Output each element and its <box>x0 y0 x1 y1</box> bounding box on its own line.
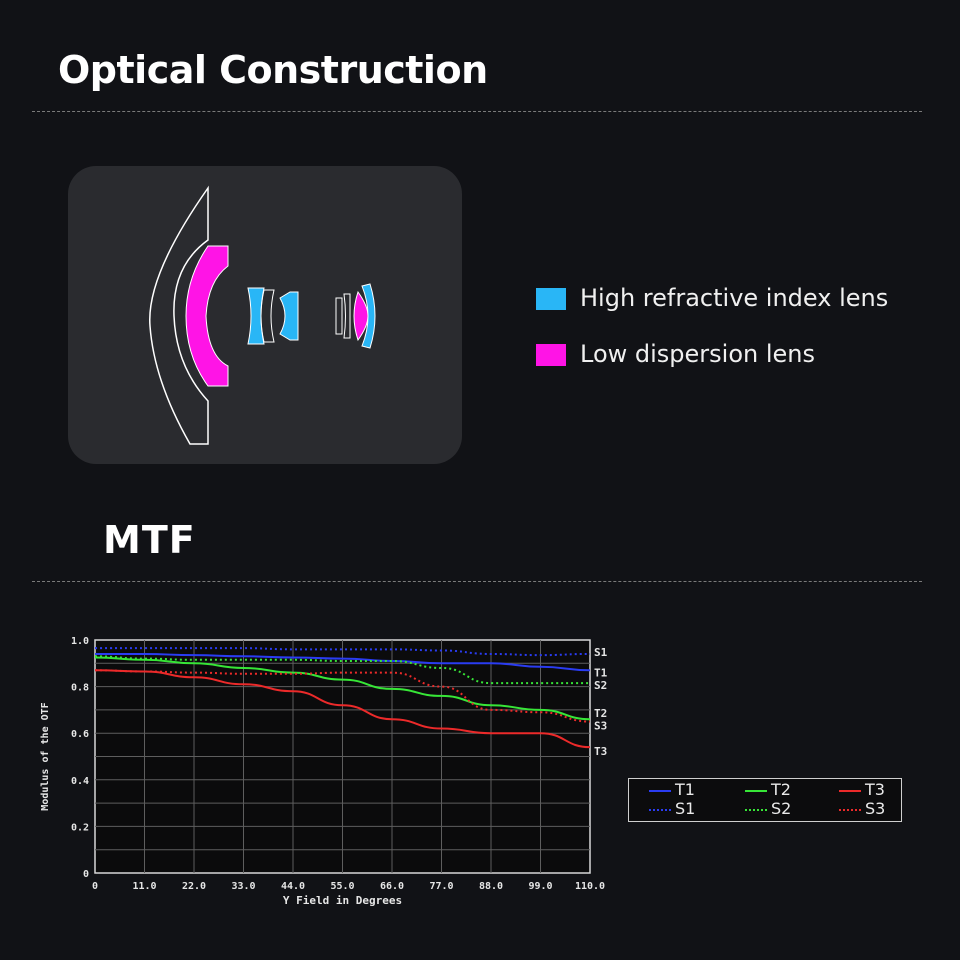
x-tick-label: 77.0 <box>429 881 453 892</box>
low-dispersion-label: Low dispersion lens <box>580 340 816 368</box>
series-end-label-s1: S1 <box>594 646 608 659</box>
x-tick-label: 0 <box>92 881 98 892</box>
legend-label-s2: S2 <box>771 799 792 818</box>
mtf-title: MTF <box>103 518 196 562</box>
low-dispersion-rear-element <box>353 290 369 342</box>
series-end-label-t2: T2 <box>594 707 607 720</box>
legend-label-s1: S1 <box>675 799 696 818</box>
y-axis-label: Modulus of the OTF <box>40 702 51 810</box>
x-tick-label: 33.0 <box>231 881 255 892</box>
section-divider <box>32 111 922 112</box>
y-tick-label: 0 <box>83 869 89 880</box>
legend-label-s3: S3 <box>865 799 886 818</box>
series-line-t2 <box>94 656 591 721</box>
x-tick-label: 88.0 <box>479 881 503 892</box>
series-line-t3 <box>94 669 591 749</box>
x-tick-label: 44.0 <box>281 881 305 892</box>
high-refractive-swatch <box>536 288 566 310</box>
x-tick-label: 66.0 <box>380 881 404 892</box>
x-tick-label: 99.0 <box>528 881 552 892</box>
high-refractive-label: High refractive index lens <box>580 284 889 312</box>
series-end-label-t3: T3 <box>594 745 607 758</box>
legend-label-t3: T3 <box>865 780 885 799</box>
y-tick-label: 1.0 <box>71 636 89 647</box>
series-end-label-s2: S2 <box>594 679 607 692</box>
optical-construction-title: Optical Construction <box>58 48 488 92</box>
x-axis-label: Y Field in Degrees <box>283 894 402 907</box>
legend-label-t2: T2 <box>771 780 791 799</box>
y-tick-label: 0.6 <box>71 729 89 740</box>
section-divider <box>32 581 922 582</box>
front-meniscus-element <box>149 185 209 445</box>
legend-line-s3 <box>839 809 861 811</box>
mtf-chart: 0 11.0 22.0 33.0 44.0 55.0 66.0 77.0 88.0 99.0 110… <box>40 636 608 907</box>
small-element-2 <box>343 293 351 339</box>
legend-line-s2 <box>745 809 767 811</box>
legend-label-t1: T1 <box>675 780 695 799</box>
y-tick-label: 0.2 <box>71 822 89 833</box>
series-line-s2 <box>94 655 590 685</box>
y-tick-label: 0.8 <box>71 683 89 694</box>
legend-line-s1 <box>649 809 671 811</box>
high-index-element-1 <box>247 287 265 345</box>
legend-line-t2 <box>745 790 767 792</box>
y-tick-label: 0.4 <box>71 776 89 787</box>
x-tick-label: 22.0 <box>182 881 206 892</box>
series-end-label-t1: T1 <box>594 666 608 679</box>
low-dispersion-element <box>185 245 229 387</box>
lens-diagram-card <box>68 166 462 464</box>
series-line-t1 <box>95 652 591 672</box>
air-gap-element <box>260 289 275 343</box>
small-element-1 <box>335 297 343 335</box>
series-end-label-s3: S3 <box>594 720 607 733</box>
legend-line-t3 <box>839 790 861 792</box>
low-dispersion-swatch <box>536 344 566 366</box>
x-tick-label: 11.0 <box>132 881 156 892</box>
lens-diagram <box>149 185 376 445</box>
x-tick-label: 55.0 <box>330 881 354 892</box>
x-tick-label: 110.0 <box>575 881 605 892</box>
legend-line-t1 <box>649 790 671 792</box>
high-index-element-2 <box>279 291 299 341</box>
series-line-s3 <box>94 669 591 723</box>
mtf-legend: T1 T2 T3 S1 S2 S3 <box>628 778 902 822</box>
high-index-rear-element <box>361 283 376 349</box>
